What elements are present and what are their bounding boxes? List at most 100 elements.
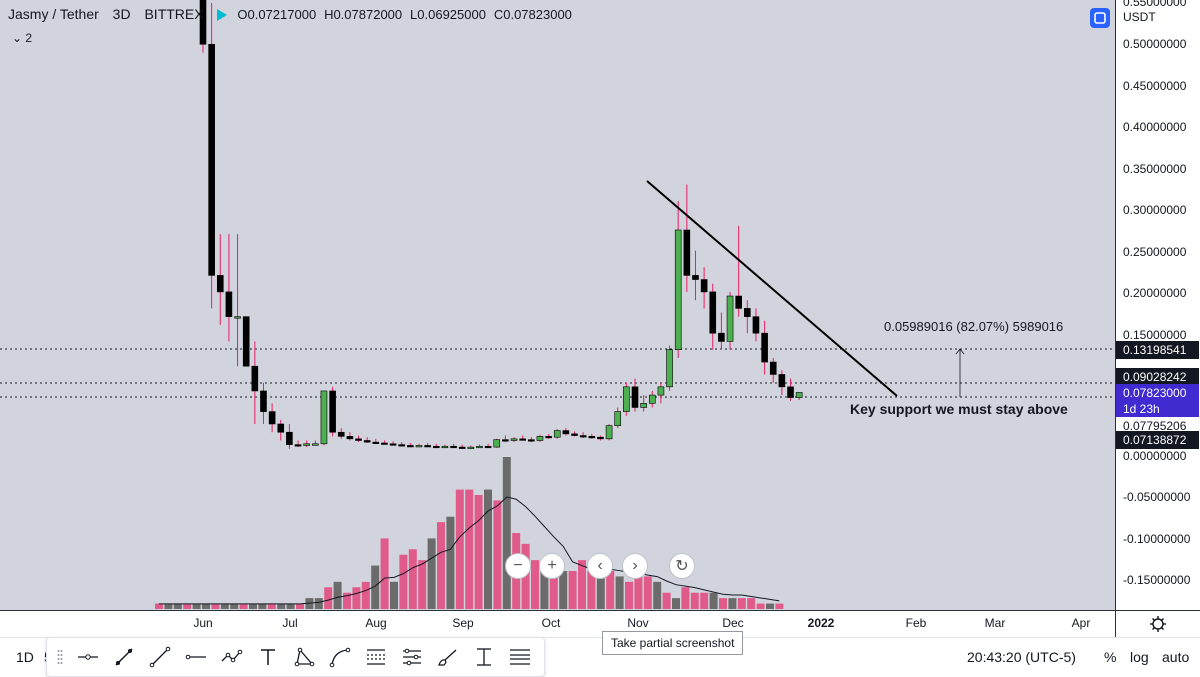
volume-bar [625, 581, 633, 609]
zoom-in-button[interactable]: + [539, 553, 565, 579]
candle-body [242, 316, 250, 367]
volume-bar [700, 592, 709, 609]
percent-scale-toggle[interactable]: % [1104, 649, 1117, 665]
candle-body [467, 446, 475, 449]
candle-body [234, 316, 241, 319]
price-scale[interactable] [1115, 0, 1200, 610]
volume-bar [437, 522, 445, 609]
horizontal-ray-tool[interactable] [73, 642, 103, 672]
candle-body [286, 431, 293, 445]
volume-bar [465, 489, 474, 609]
volume-bar [549, 565, 558, 609]
candle-body [795, 392, 803, 398]
reset-chart-button[interactable]: ↻ [669, 553, 695, 579]
log-scale-toggle[interactable]: log [1130, 649, 1149, 665]
candle-body [536, 436, 544, 441]
time-scale-label: Oct [541, 616, 561, 630]
candle-body [484, 445, 492, 449]
indicators-collapse-toggle[interactable]: ⌄ 2 [12, 31, 33, 45]
interval-1d-button[interactable]: 1D [16, 649, 34, 665]
candle-body [450, 445, 457, 449]
lines-icon [510, 649, 530, 665]
volume-bar [361, 581, 370, 609]
toolbar-drag-handle[interactable] [56, 642, 64, 672]
candle-body [631, 386, 639, 408]
time-scale-label: Mar [984, 616, 1006, 630]
interval-label: 3D [112, 6, 131, 22]
volume-bar [211, 603, 220, 609]
volume-bar [681, 587, 690, 609]
volume-bar [568, 571, 577, 609]
volume-bar [578, 560, 586, 609]
candle-body [510, 438, 518, 441]
candle-body [216, 275, 224, 293]
auto-scale-toggle[interactable]: auto [1162, 649, 1190, 665]
price-chart[interactable] [0, 0, 1115, 610]
candle-body [268, 411, 276, 425]
volume-bar [531, 560, 539, 609]
volume-bar [249, 603, 257, 609]
price-scale-label: 0.55000000 [1123, 0, 1187, 9]
chart-pane[interactable] [0, 0, 1115, 610]
more-lines-tool[interactable] [505, 642, 535, 672]
candle-body [424, 445, 431, 448]
zoom-out-button[interactable]: − [505, 553, 531, 579]
low-value: L0.06925000 [410, 7, 486, 22]
fullscreen-button[interactable] [1090, 8, 1110, 28]
candle-body [752, 316, 760, 334]
scroll-right-button[interactable]: › [622, 553, 648, 579]
brush-icon [438, 649, 457, 666]
parallel-channel-icon [403, 648, 421, 666]
horizontal-line-tool[interactable] [181, 642, 211, 672]
time-scale-label: Jul [282, 616, 298, 630]
candle-body [623, 386, 630, 412]
volume-bar [455, 489, 464, 609]
clock-display[interactable]: 20:43:20 (UTC-5) [967, 649, 1076, 665]
price-scale-label: -0.10000000 [1123, 532, 1191, 546]
fib-retracement-tool[interactable] [361, 642, 391, 672]
price-scale-label: 0.40000000 [1123, 120, 1187, 134]
candle-body [692, 275, 699, 280]
chart-settings-button[interactable] [1115, 610, 1200, 638]
volume-bar [606, 571, 615, 609]
candle-body [493, 439, 501, 448]
volume-bar [634, 576, 643, 609]
time-scale-label: 2022 [807, 616, 835, 630]
candle-body [674, 229, 682, 350]
candle-body [597, 436, 604, 440]
price-range-measurement[interactable]: 0.05989016 (82.07%) 5989016 [884, 319, 1064, 334]
path-tool[interactable] [217, 642, 247, 672]
volume-bar [192, 603, 201, 609]
high-value: H0.07872000 [324, 7, 403, 22]
arc-tool[interactable] [325, 642, 355, 672]
triangle-tool[interactable] [289, 642, 319, 672]
time-scale[interactable] [0, 610, 1115, 638]
volume-ma-line [159, 496, 780, 605]
candle-body [666, 349, 673, 388]
volume-bar [728, 598, 737, 609]
time-scale-label: Apr [1071, 616, 1091, 630]
gear-icon [1150, 616, 1166, 632]
volume-bar [173, 603, 182, 609]
trend-line-tool[interactable] [109, 642, 139, 672]
volume-bar [662, 592, 671, 609]
parallel-channel-tool[interactable] [397, 642, 427, 672]
text-tool[interactable] [253, 642, 283, 672]
candle-body [208, 43, 215, 276]
scroll-left-button[interactable]: ‹ [587, 553, 613, 579]
ray-tool[interactable] [145, 642, 175, 672]
price-tag: 1d 23h [1116, 400, 1199, 418]
volume-bar [540, 571, 549, 609]
candle-body [761, 332, 768, 363]
volume-bar [719, 598, 727, 609]
support-note-text[interactable]: Key support we must stay above [850, 401, 1068, 417]
symbol-name[interactable]: Jasmy / Tether [8, 6, 99, 22]
volume-bar [643, 576, 652, 609]
fullscreen-icon [1094, 12, 1106, 24]
candle-body [329, 390, 336, 433]
price-range-tool[interactable] [469, 642, 499, 672]
volume-bar [502, 457, 511, 609]
volume-bar [446, 516, 455, 609]
brush-tool[interactable] [433, 642, 463, 672]
price-range-icon [477, 648, 491, 666]
